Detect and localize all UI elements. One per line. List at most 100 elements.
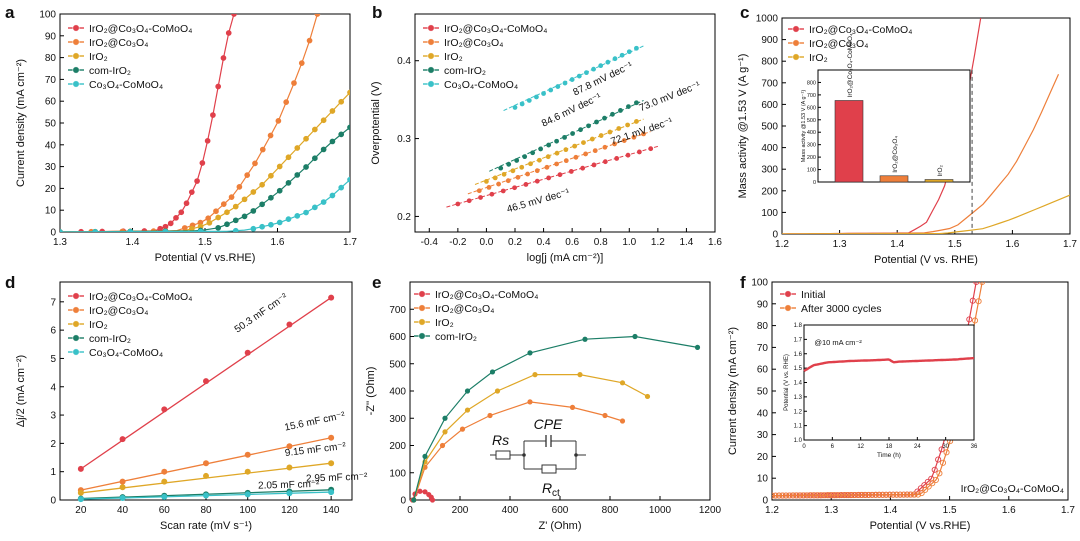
inset-x-tick-label: 24 [914, 444, 921, 450]
data-point [572, 143, 578, 149]
legend-item: com-IrO₂ [423, 65, 486, 77]
inset-y-tick-label: 300 [807, 143, 816, 149]
data-point [506, 161, 512, 167]
inset-x-tick-label: 36 [971, 444, 978, 450]
data-point [936, 470, 943, 477]
series-line [60, 126, 350, 232]
data-point [610, 111, 615, 117]
x-tick-label: 1.6 [271, 237, 285, 248]
data-point [589, 136, 595, 142]
data-point [417, 488, 423, 494]
inset-y-tick-label: 1.5 [794, 366, 803, 372]
x-axis-label: Potential (V vs. RHE) [874, 254, 978, 266]
inset-y-tick-label: 200 [807, 155, 816, 161]
legend-item: IrO₂@Co₃O₄-CoMoO₄ [68, 291, 192, 303]
legend-item: IrO₂@Co₃O₄ [68, 305, 148, 317]
legend-item: IrO₂@Co₃O₄ [423, 37, 503, 49]
panel-letter: d [5, 273, 15, 292]
data-point [259, 146, 266, 153]
cpe-label: CPE [534, 416, 563, 432]
data-point [562, 80, 568, 86]
series-orange: 72.1 mV dec⁻¹ [467, 116, 675, 195]
data-point [790, 492, 797, 499]
data-point [797, 492, 804, 499]
inset-y-tick-label: 1.4 [794, 381, 803, 387]
y-tick-label: 0 [762, 496, 768, 507]
data-point [868, 491, 875, 498]
legend-marker [784, 304, 792, 312]
legend-marker [427, 38, 435, 46]
y-tick-label: 400 [761, 143, 778, 154]
data-point [347, 176, 350, 183]
legend-marker [418, 290, 426, 298]
data-point [581, 140, 586, 146]
data-point [636, 149, 642, 155]
x-tick-label: 0.4 [537, 237, 551, 248]
data-point [879, 491, 886, 498]
data-point [793, 492, 800, 499]
legend-label: IrO₂@Co₃O₄-CoMoO₄ [435, 289, 538, 301]
data-point [173, 214, 179, 221]
legend-marker [792, 53, 800, 61]
inset-annotation: @10 mA cm⁻² [814, 338, 862, 347]
data-point [786, 492, 793, 499]
data-point [648, 146, 654, 152]
data-point [607, 129, 613, 135]
data-point [77, 496, 84, 503]
x-tick-label: -0.2 [449, 237, 467, 248]
y-axis-label: Overpotential (V) [370, 81, 382, 164]
series-orange [411, 399, 626, 503]
legend-marker [418, 332, 426, 340]
data-point [536, 157, 542, 163]
inset-y-tick-label: 1.0 [794, 438, 803, 444]
data-point [569, 404, 576, 410]
y-tick-label: 900 [761, 35, 778, 46]
data-point [60, 229, 63, 232]
data-point [586, 123, 591, 129]
data-point [311, 155, 318, 162]
inset-y-tick-label: 1.6 [794, 352, 803, 358]
legend-label: IrO₂@Co₃O₄ [89, 305, 148, 317]
capacitance-label: 50.3 mF cm⁻² [233, 291, 290, 335]
legend-item: After 3000 cycles [780, 303, 882, 315]
y-axis-label: Δj/2 (mA cm⁻²) [15, 355, 27, 427]
data-point [578, 127, 583, 133]
y-tick-label: 200 [761, 186, 778, 197]
data-point [422, 453, 428, 459]
data-point [286, 443, 293, 450]
data-point [119, 484, 126, 491]
capacitance-label: 15.6 mF cm⁻² [284, 410, 347, 433]
capacitance-label: 2.95 mF cm⁻² [306, 471, 368, 484]
data-point [244, 468, 251, 475]
data-point [77, 465, 84, 472]
data-point [931, 466, 938, 473]
data-point [498, 165, 504, 171]
x-tick-label: 40 [117, 505, 129, 516]
y-tick-label: 50 [45, 119, 57, 130]
y-tick-label: 0 [772, 230, 778, 241]
data-point [276, 163, 283, 170]
data-point [534, 178, 540, 184]
legend-label: IrO₂@Co₃O₄-CoMoO₄ [89, 291, 192, 303]
data-point [241, 196, 248, 203]
data-point [592, 148, 598, 154]
data-point [598, 63, 604, 69]
data-point [632, 333, 638, 340]
data-point [918, 490, 925, 497]
inset-bar [924, 179, 954, 183]
y-tick-label: 40 [757, 408, 769, 419]
data-point [605, 59, 611, 65]
x-tick-label: 60 [159, 505, 171, 516]
legend-label: com-IrO₂ [444, 65, 486, 77]
slope-label: 72.1 mV dec⁻¹ [610, 116, 675, 148]
data-point [250, 225, 257, 232]
data-point [183, 200, 190, 207]
y-tick-label: 1000 [756, 14, 779, 25]
y-tick-label: 80 [757, 321, 769, 332]
data-point [618, 108, 623, 113]
inset-bar [834, 100, 864, 183]
legend-marker [72, 320, 80, 328]
data-point [259, 223, 265, 230]
x-tick-label: 1200 [699, 505, 722, 516]
data-point [204, 137, 211, 144]
